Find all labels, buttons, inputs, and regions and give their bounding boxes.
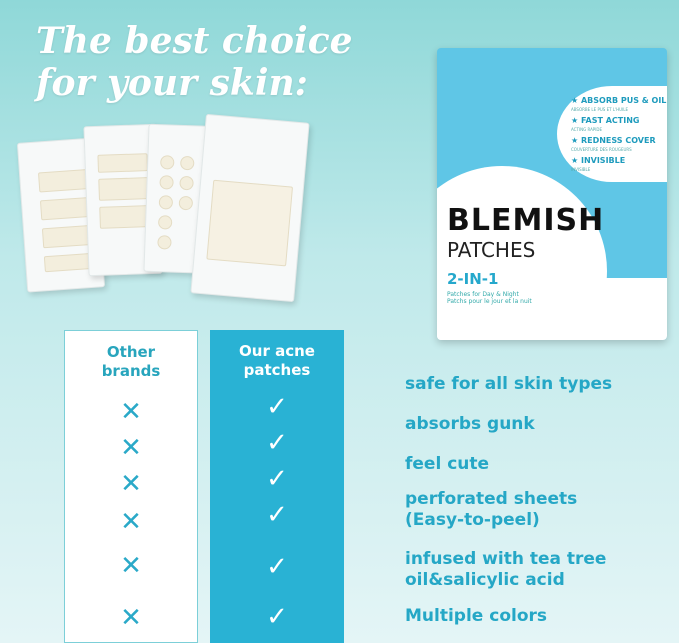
our-patches-column: Our acne patches ✓ ✓ ✓ ✓ ✓ ✓ [210, 330, 344, 643]
x-icon: ✕ [120, 551, 142, 581]
patch-sheet [190, 113, 310, 303]
feature-item: feel cute [405, 454, 490, 474]
x-icon: ✕ [120, 469, 142, 499]
check-icon: ✓ [266, 500, 288, 530]
x-icon: ✕ [120, 397, 142, 427]
x-icon: ✕ [120, 507, 142, 537]
x-icon: ✕ [120, 433, 142, 463]
check-icon: ✓ [266, 428, 288, 458]
check-icon: ✓ [266, 464, 288, 494]
feature-item: absorbs gunk [405, 414, 535, 434]
other-brands-column: Other brands ✕ ✕ ✕ ✕ ✕ ✕ [64, 330, 198, 643]
pkg-feature: INVISIBLE [580, 156, 626, 165]
feature-item: Multiple colors [405, 606, 548, 626]
headline-line: for your skin: [36, 62, 308, 104]
pkg-title: BLEMISH [447, 203, 605, 238]
pkg-feature: ABSORB PUS & OIL [580, 96, 667, 105]
pkg-variant: 2-IN-1 [447, 270, 499, 288]
check-icon: ✓ [266, 602, 288, 632]
pkg-feature: FAST ACTING [580, 116, 640, 125]
feature-item: perforated sheets (Easy-to-peel) [405, 489, 578, 530]
pkg-feature-fr: ACTING RAPIDE [571, 127, 602, 132]
pkg-feature-fr: INVISIBLE [571, 167, 591, 172]
pkg-feature-fr: COUVERTURE DES ROUGEURS [571, 147, 632, 152]
headline-line: The best choice [36, 20, 353, 62]
column-header: Our acne patches [239, 342, 315, 379]
check-icon: ✓ [266, 392, 288, 422]
pkg-desc: Patches for Day & Night [447, 291, 519, 298]
column-header: Other brands [101, 343, 161, 380]
x-icon: ✕ [120, 603, 142, 633]
headline: The best choice for your skin: [36, 20, 353, 104]
pkg-feature: REDNESS COVER [580, 136, 656, 145]
check-icon: ✓ [266, 552, 288, 582]
feature-item: infused with tea tree oil&salicylic acid [405, 549, 607, 590]
feature-item: safe for all skin types [405, 374, 613, 394]
product-package-image: ★ ABSORB PUS & OIL ABSORBE LE PUS ET L'HU… [437, 48, 667, 340]
pkg-desc-fr: Patchs pour le jour et la nuit [447, 298, 532, 305]
pkg-subtitle: PATCHES [447, 238, 536, 262]
pkg-feature-fr: ABSORBE LE PUS ET L'HUILE [571, 107, 629, 112]
